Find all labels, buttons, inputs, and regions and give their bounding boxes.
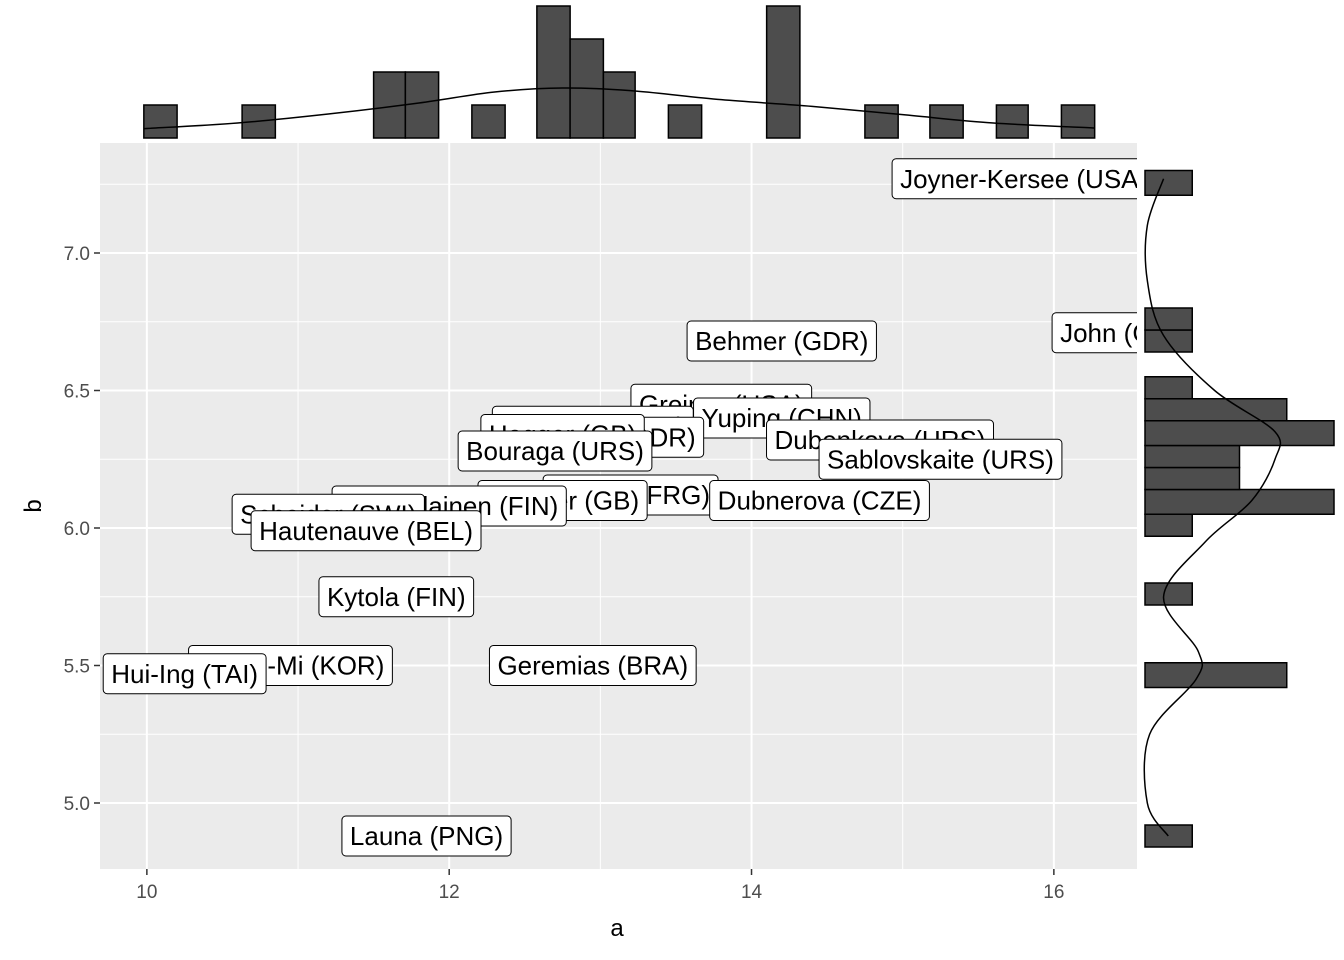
point-label: Launa (PNG)	[341, 815, 512, 857]
x-histogram-bar	[143, 104, 178, 139]
x-tick-label: 16	[1043, 882, 1064, 903]
y-histogram-bar	[1144, 513, 1193, 537]
y-histogram-bar	[1144, 398, 1288, 422]
y-tick-label: 6.0	[64, 519, 90, 540]
x-histogram-bar	[929, 104, 964, 139]
point-label: John (GDR)	[1051, 312, 1199, 354]
y-tick-label: 5.0	[64, 794, 90, 815]
y-histogram-bar	[1144, 662, 1288, 689]
point-label: Kytola (FIN)	[318, 576, 475, 618]
y-histogram-bar	[1144, 488, 1335, 515]
point-label-text: Geremias (BRA)	[497, 651, 688, 681]
x-marginal-histogram	[143, 5, 1096, 139]
point-label: Geremias (BRA)	[488, 645, 697, 686]
point-label-text: Joyner-Kersee (USA)	[900, 164, 1147, 194]
point-label-text: Hautenauve (BEL)	[259, 516, 473, 546]
y-histogram-bar	[1144, 169, 1193, 196]
x-axis-title: a	[610, 915, 624, 942]
point-label-text: Behmer (GDR)	[695, 326, 868, 356]
y-histogram-bar	[1144, 376, 1193, 400]
x-tick-label: 10	[136, 882, 157, 903]
point-label-box	[818, 438, 1063, 480]
point-label-text: John (GDR)	[1060, 318, 1199, 348]
x-tick-label: 14	[741, 882, 763, 903]
y-histogram-bar	[1144, 824, 1193, 848]
point-labels: Joyner-Kersee (USA) John (GDR) Behmer (GDR…	[102, 158, 1199, 857]
point-label-box	[709, 480, 930, 521]
y-histogram-bar	[1144, 307, 1193, 331]
y-tick-label: 6.5	[64, 382, 90, 403]
x-tick-label: 12	[439, 882, 460, 903]
x-histogram-bar	[765, 5, 801, 139]
y-axis: 5.0 5.5 6.0 6.5 7.0	[64, 244, 100, 815]
x-histogram-bar	[1060, 104, 1096, 139]
x-density-curve	[143, 87, 1095, 130]
x-histogram-bar	[602, 71, 636, 139]
y-histogram-bar	[1144, 582, 1193, 606]
x-histogram-bar	[995, 104, 1029, 139]
point-label: Bouraga (URS)	[457, 430, 653, 472]
point-label-box	[341, 815, 512, 857]
point-label-text: Bouraga (URS)	[466, 436, 644, 466]
point-label: Hautenauve (BEL)	[250, 510, 482, 552]
y-tick-label: 5.5	[64, 657, 90, 678]
point-label-box	[250, 510, 482, 552]
point-label: Joyner-Kersee (USA)	[891, 158, 1147, 200]
point-label-box	[318, 576, 475, 618]
point-label: Behmer (GDR)	[686, 320, 877, 362]
point-label-box	[102, 653, 267, 695]
point-label-box	[891, 158, 1137, 200]
point-label-box	[457, 430, 653, 472]
y-histogram-bar	[1144, 466, 1241, 491]
x-histogram-bar	[404, 71, 440, 139]
y-axis-title: b	[20, 499, 47, 512]
y-histogram-bar	[1144, 329, 1193, 353]
y-histogram-bar	[1144, 444, 1241, 469]
point-label-box	[1051, 312, 1137, 354]
point-label-box	[488, 645, 697, 686]
y-tick-label: 7.0	[64, 244, 90, 265]
point-label-text: Sablovskaite (URS)	[827, 444, 1054, 474]
y-density-curve	[1143, 178, 1282, 837]
y-histogram-bar	[1144, 420, 1335, 447]
x-histogram-bar	[864, 104, 899, 139]
x-axis: 10 12 14 16	[136, 869, 1064, 903]
point-label: Dubnerova (CZE)	[709, 480, 930, 521]
point-label-text: Hui-Ing (TAI)	[111, 659, 258, 689]
x-histogram-bar	[667, 104, 703, 139]
x-histogram-bar	[536, 5, 571, 139]
point-label: Hui-Ing (TAI)	[102, 653, 267, 695]
point-label-text: Kytola (FIN)	[327, 582, 466, 612]
x-histogram-bar	[471, 104, 506, 139]
point-label-text: Dubnerova (CZE)	[718, 486, 922, 516]
point-label-box	[686, 320, 877, 362]
point-label-text: Launa (PNG)	[350, 821, 503, 851]
y-marginal-histogram	[1143, 169, 1335, 848]
point-label: Sablovskaite (URS)	[818, 438, 1063, 480]
